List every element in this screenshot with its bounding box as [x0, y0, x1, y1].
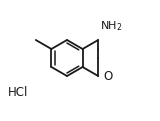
Text: NH$_2$: NH$_2$ — [100, 19, 123, 33]
Text: HCl: HCl — [8, 87, 28, 99]
Text: O: O — [104, 69, 113, 83]
